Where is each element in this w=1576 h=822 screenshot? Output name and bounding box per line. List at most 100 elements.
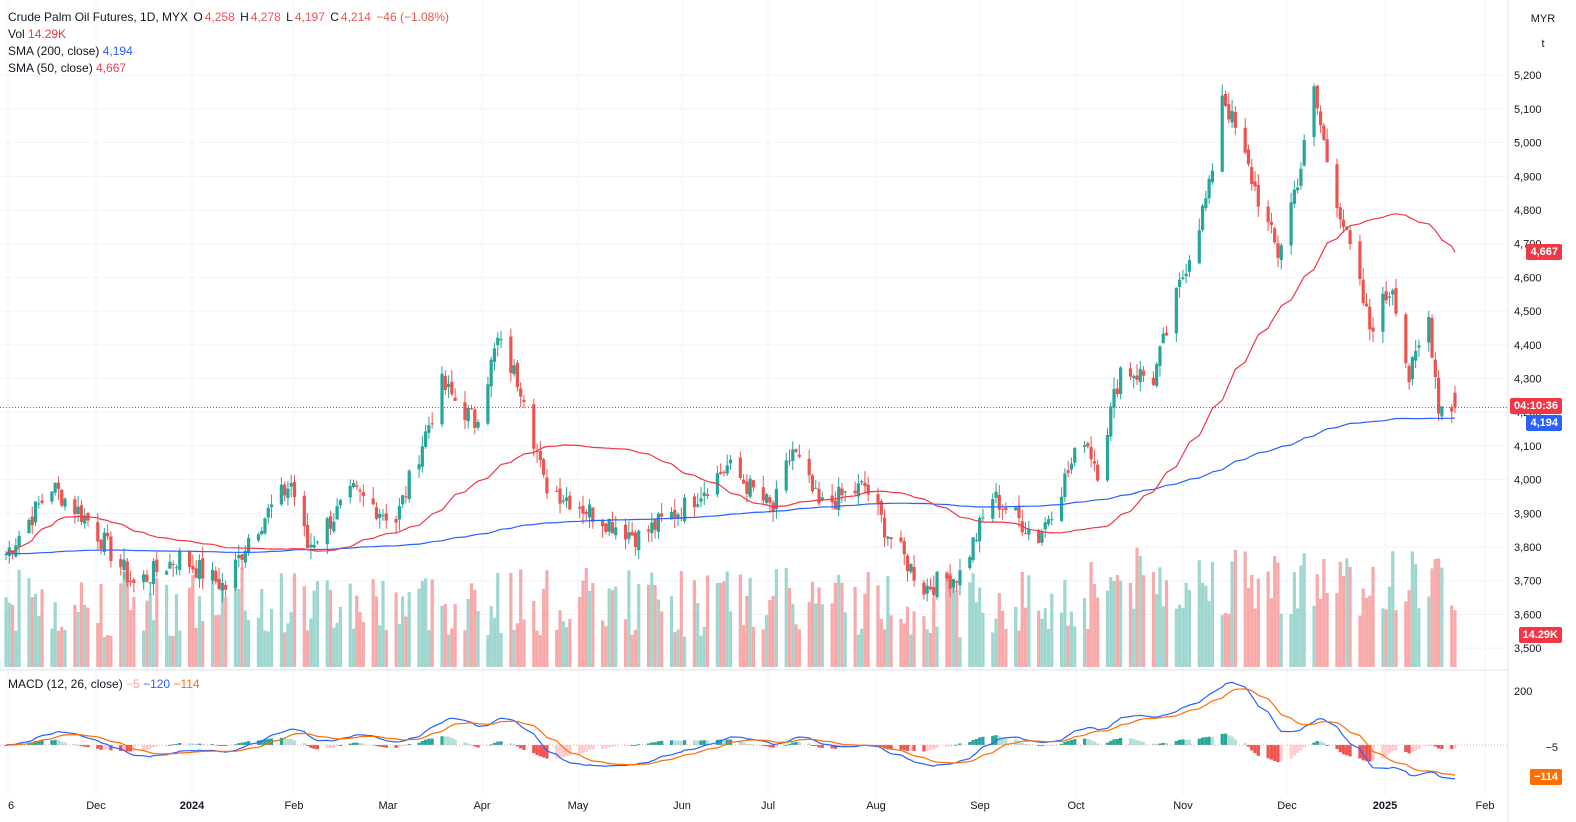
volume-bar xyxy=(646,584,651,667)
candle-body xyxy=(1296,187,1300,191)
volume-bar xyxy=(119,583,123,667)
candle-body xyxy=(240,554,244,560)
volume-bar xyxy=(1358,615,1362,667)
candle-body xyxy=(774,488,778,510)
volume-bar xyxy=(217,614,221,667)
volume-bar xyxy=(725,571,729,667)
candle-body xyxy=(515,362,520,388)
candle-body xyxy=(958,570,962,586)
macd-hist-bar xyxy=(476,745,480,748)
volume-bar xyxy=(496,572,500,667)
candle-body xyxy=(522,399,526,402)
macd-hist-bar xyxy=(1345,745,1349,756)
volume-bar xyxy=(306,630,310,667)
macd-hist-bar xyxy=(843,745,847,747)
volume-bar xyxy=(866,572,870,667)
candle-body xyxy=(833,500,838,510)
volume-bar xyxy=(958,636,962,667)
candle-body xyxy=(925,585,929,594)
volume-bar xyxy=(260,588,264,667)
volume-bar xyxy=(469,583,474,667)
volume-bar xyxy=(719,582,723,667)
volume-bar xyxy=(1417,608,1421,667)
volume-bar xyxy=(178,630,182,667)
macd-hist-bar xyxy=(1069,740,1074,745)
grid-lines xyxy=(0,0,1508,795)
macd-hist-bar xyxy=(1197,738,1201,745)
macd-hist-bar xyxy=(584,745,588,752)
macd-hist-bar xyxy=(578,745,582,754)
macd-hist-bar xyxy=(532,745,536,754)
candle-body xyxy=(187,550,192,568)
legend-macd-row[interactable]: MACD (12, 26, close) −5 −120 −114 xyxy=(8,676,200,693)
volume-bar xyxy=(453,604,457,667)
macd-hist-bar xyxy=(443,736,447,745)
volume-bar xyxy=(1092,584,1096,667)
low-value: 4,197 xyxy=(294,10,325,24)
candle-body xyxy=(955,581,959,583)
symbol-title[interactable]: Crude Palm Oil Futures, 1D, MYX xyxy=(8,10,189,24)
volume-bar xyxy=(820,604,824,667)
candle-body xyxy=(1132,376,1136,379)
macd-hist-bar xyxy=(545,745,549,759)
candle-body xyxy=(1325,139,1329,163)
candle-body xyxy=(1187,260,1192,272)
macd-hist-bar xyxy=(787,743,792,745)
macd-hist-bar xyxy=(178,743,182,745)
candle-body xyxy=(312,544,316,548)
legend-sma50-row[interactable]: SMA (50, close) 4,667 xyxy=(8,60,451,77)
candle-body xyxy=(148,582,152,584)
macd-hist-bar xyxy=(371,744,375,746)
macd-hist-bar xyxy=(1164,742,1169,745)
price-tick-label: 3,500 xyxy=(1514,643,1542,655)
macd-hist-bar xyxy=(745,743,749,745)
macd-hist-bar xyxy=(440,736,444,745)
countdown-tag: 04:10:36 xyxy=(1509,398,1562,414)
candle-body xyxy=(53,482,57,493)
volume-bar xyxy=(492,617,497,667)
volume-bar xyxy=(922,616,926,667)
macd-hist-bar xyxy=(37,740,41,745)
macd-hist-bar xyxy=(974,739,978,745)
candle-body xyxy=(653,519,657,530)
volume-bar xyxy=(53,602,57,667)
volume-tag: 14.29K xyxy=(1518,627,1562,643)
macd-hist-bar xyxy=(817,745,821,748)
legend-sma200-row[interactable]: SMA (200, close) 4,194 xyxy=(8,43,451,60)
candle-body xyxy=(997,494,1001,510)
candle-body xyxy=(1014,507,1018,511)
candle-body xyxy=(843,491,847,493)
volume-bar xyxy=(637,584,641,667)
macd-hist-bar xyxy=(935,745,939,748)
macd-hist-bar xyxy=(1296,745,1300,754)
volume-bar xyxy=(168,635,172,667)
volume-bar xyxy=(351,628,356,667)
sma200-label: SMA (200, close) xyxy=(8,44,100,58)
volume-bar xyxy=(243,610,247,667)
candle-body xyxy=(50,491,54,502)
macd-hist-bar xyxy=(1243,743,1247,745)
candle-body xyxy=(696,504,700,507)
candle-body xyxy=(1433,359,1437,378)
macd-hist-bar xyxy=(197,743,202,745)
candle-body xyxy=(748,478,752,497)
candle-body xyxy=(397,506,401,520)
macd-hist-bar xyxy=(1204,737,1208,745)
macd-hist-bar xyxy=(1341,745,1346,755)
quantity-unit[interactable]: t xyxy=(1541,38,1545,50)
volume-bar xyxy=(833,582,838,667)
candle-body xyxy=(928,586,933,590)
macd-hist-bar xyxy=(899,745,903,750)
candle-body xyxy=(450,381,454,395)
macd-hist-bar xyxy=(492,742,497,745)
candle-body xyxy=(473,409,477,428)
volume-bar xyxy=(378,625,382,667)
volume-bar xyxy=(83,604,87,667)
volume-bar xyxy=(545,570,549,667)
candle-body xyxy=(840,488,844,496)
legend-volume-row[interactable]: Vol 14.29K xyxy=(8,26,451,43)
volume-bar xyxy=(1292,572,1296,667)
macd-hist-bar xyxy=(1299,745,1303,751)
currency-unit[interactable]: MYR xyxy=(1530,13,1556,25)
